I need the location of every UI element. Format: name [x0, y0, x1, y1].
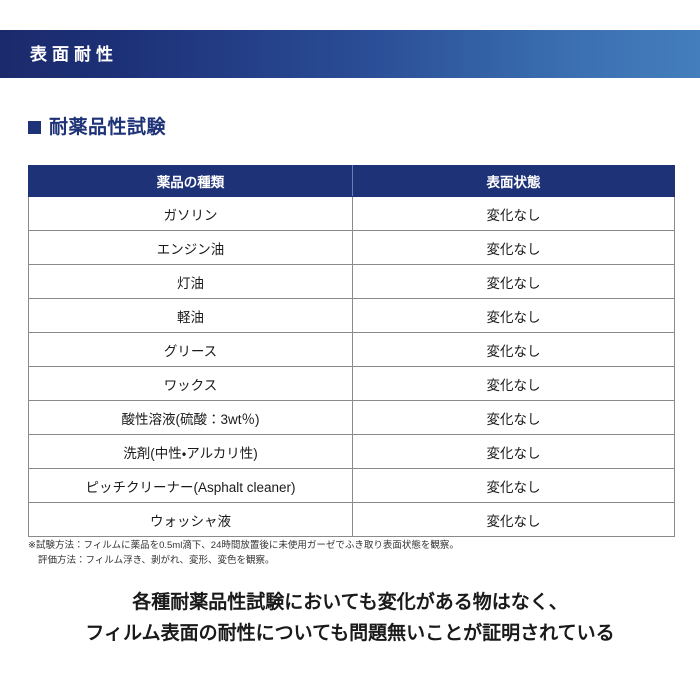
- table-header-row: 薬品の種類 表面状態: [28, 165, 675, 197]
- cell-chemical: ワックス: [28, 366, 353, 401]
- table-row: エンジン油 変化なし: [28, 230, 675, 265]
- conclusion-statement: 各種耐薬品性試験においても変化がある物はなく、 フィルム表面の耐性についても問題…: [0, 588, 700, 650]
- cell-chemical: ウォッシャ液: [28, 502, 353, 537]
- table-row: ウォッシャ液 変化なし: [28, 502, 675, 537]
- section-heading: 耐薬品性試験: [28, 118, 166, 137]
- table-row: 酸性溶液(硫酸：3wt％) 変化なし: [28, 400, 675, 435]
- cell-condition: 変化なし: [352, 196, 675, 231]
- table-row: ガソリン 変化なし: [28, 196, 675, 231]
- table-footnotes: ※試験方法：フィルムに薬品を0.5ml滴下、24時間放置後に未使用ガーゼでふき取…: [28, 539, 459, 568]
- cell-chemical: ピッチクリーナー(Asphalt cleaner): [28, 468, 353, 503]
- cell-condition: 変化なし: [352, 366, 675, 401]
- cell-condition: 変化なし: [352, 264, 675, 299]
- cell-condition: 変化なし: [352, 230, 675, 265]
- conclusion-line-2: フィルム表面の耐性についても問題無いことが証明されている: [85, 622, 615, 644]
- cell-condition: 変化なし: [352, 298, 675, 333]
- table-body: ガソリン 変化なし エンジン油 変化なし 灯油 変化なし 軽油 変化なし グリー…: [28, 196, 675, 537]
- cell-condition: 変化なし: [352, 502, 675, 537]
- cell-condition: 変化なし: [352, 468, 675, 503]
- table-row: 軽油 変化なし: [28, 298, 675, 333]
- page-title: 表面耐性: [30, 44, 118, 64]
- footnote-evaluation-method: 評価方法：フィルム浮き、剥がれ、変形、変色を観察。: [38, 554, 275, 566]
- chemical-resistance-table: 薬品の種類 表面状態 ガソリン 変化なし エンジン油 変化なし 灯油 変化なし …: [28, 165, 675, 537]
- cell-chemical: 酸性溶液(硫酸：3wt％): [28, 400, 353, 435]
- table-row: グリース 変化なし: [28, 332, 675, 367]
- column-header-chemical: 薬品の種類: [28, 165, 353, 197]
- conclusion-line-1: 各種耐薬品性試験においても変化がある物はなく、: [132, 592, 568, 613]
- table-row: ワックス 変化なし: [28, 366, 675, 401]
- table-row: 灯油 変化なし: [28, 264, 675, 299]
- cell-condition: 変化なし: [352, 400, 675, 435]
- cell-condition: 変化なし: [352, 332, 675, 367]
- table-head: 薬品の種類 表面状態: [28, 165, 675, 197]
- footnote-test-method: ※試験方法：フィルムに薬品を0.5ml滴下、24時間放置後に未使用ガーゼでふき取…: [28, 540, 459, 551]
- cell-chemical: エンジン油: [28, 230, 353, 265]
- cell-chemical: 軽油: [28, 298, 353, 333]
- table-row: 洗剤(中性・アルカリ性) 変化なし: [28, 434, 675, 469]
- cell-chemical: 灯油: [28, 264, 353, 299]
- square-marker-icon: [28, 121, 41, 134]
- table-row: ピッチクリーナー(Asphalt cleaner) 変化なし: [28, 468, 675, 503]
- page-header-banner: 表面耐性: [0, 30, 700, 78]
- cell-chemical: グリース: [28, 332, 353, 367]
- cell-chemical: ガソリン: [28, 196, 353, 231]
- cell-condition: 変化なし: [352, 434, 675, 469]
- column-header-condition: 表面状態: [352, 165, 675, 197]
- section-heading-label: 耐薬品性試験: [49, 117, 167, 138]
- cell-chemical: 洗剤(中性・アルカリ性): [28, 434, 353, 469]
